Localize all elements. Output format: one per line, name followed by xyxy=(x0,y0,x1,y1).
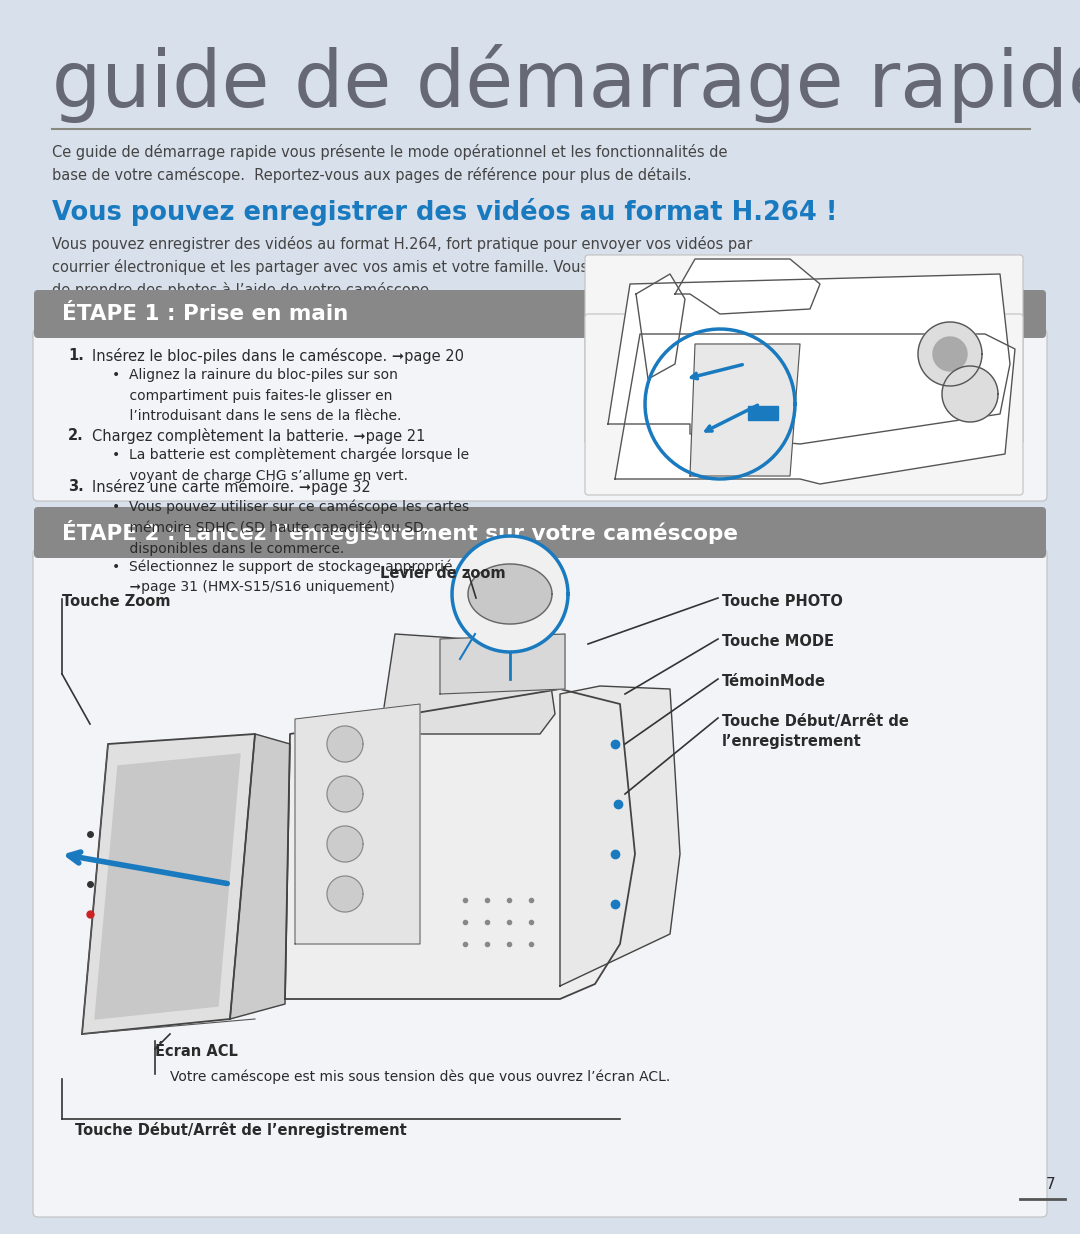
Text: Touche Zoom: Touche Zoom xyxy=(62,594,171,610)
FancyBboxPatch shape xyxy=(33,329,1047,501)
Polygon shape xyxy=(690,344,800,476)
Polygon shape xyxy=(675,259,820,313)
Text: guide de démarrage rapide: guide de démarrage rapide xyxy=(52,44,1080,123)
Text: Touche Début/Arrêt de l’enregistrement: Touche Début/Arrêt de l’enregistrement xyxy=(75,1122,407,1138)
Text: Votre caméscope est mis sous tension dès que vous ouvrez l’écran ACL.: Votre caméscope est mis sous tension dès… xyxy=(170,1069,671,1083)
Text: Insérez le bloc-piles dans le caméscope. ➞page 20: Insérez le bloc-piles dans le caméscope.… xyxy=(92,348,464,364)
Polygon shape xyxy=(95,754,240,1019)
Polygon shape xyxy=(918,322,982,386)
Text: Touche MODE: Touche MODE xyxy=(723,634,834,649)
Polygon shape xyxy=(636,274,685,379)
Text: Écran ACL: Écran ACL xyxy=(156,1044,238,1059)
Text: Vous pouvez enregistrer des vidéos au format H.264 !: Vous pouvez enregistrer des vidéos au fo… xyxy=(52,197,837,226)
Text: •  Sélectionnez le support de stockage approprié.
    ➞page 31 (HMX-S15/S16 uniq: • Sélectionnez le support de stockage ap… xyxy=(112,559,457,594)
Text: ÉTAPE 1 : Prise en main: ÉTAPE 1 : Prise en main xyxy=(62,304,348,325)
Text: Touche PHOTO: Touche PHOTO xyxy=(723,594,842,610)
Polygon shape xyxy=(327,726,363,763)
Text: TémoinMode: TémoinMode xyxy=(723,674,826,689)
Polygon shape xyxy=(561,686,680,986)
Polygon shape xyxy=(380,634,555,734)
Polygon shape xyxy=(327,876,363,912)
Text: ÉTAPE 2 : Lancez l’enregistrement sur votre caméscope: ÉTAPE 2 : Lancez l’enregistrement sur vo… xyxy=(62,521,738,544)
Text: •  La batterie est complètement chargée lorsque le
    voyant de charge CHG s’al: • La batterie est complètement chargée l… xyxy=(112,448,469,482)
Polygon shape xyxy=(615,334,1015,484)
Polygon shape xyxy=(230,734,291,1019)
FancyBboxPatch shape xyxy=(585,255,1023,444)
FancyBboxPatch shape xyxy=(585,313,1023,495)
Polygon shape xyxy=(440,634,565,694)
Text: Touche Début/Arrêt de
l’enregistrement: Touche Début/Arrêt de l’enregistrement xyxy=(723,714,909,749)
Polygon shape xyxy=(453,536,568,652)
Text: 7: 7 xyxy=(1045,1177,1055,1192)
Polygon shape xyxy=(327,826,363,863)
Polygon shape xyxy=(82,734,255,1034)
Text: Insérez une carte mémoire. ➞page 32: Insérez une carte mémoire. ➞page 32 xyxy=(92,479,370,495)
Text: 1.: 1. xyxy=(68,348,84,363)
Polygon shape xyxy=(608,274,1010,444)
Polygon shape xyxy=(933,337,967,371)
Text: 2.: 2. xyxy=(68,428,84,443)
Polygon shape xyxy=(748,406,778,420)
Text: Levier de zoom: Levier de zoom xyxy=(380,566,505,581)
FancyBboxPatch shape xyxy=(33,549,1047,1217)
Text: 3.: 3. xyxy=(68,479,84,494)
Text: Vous pouvez enregistrer des vidéos au format H.264, fort pratique pour envoyer v: Vous pouvez enregistrer des vidéos au fo… xyxy=(52,236,766,299)
FancyBboxPatch shape xyxy=(33,290,1047,338)
Text: •  Alignez la rainure du bloc-piles sur son
    compartiment puis faites-le glis: • Alignez la rainure du bloc-piles sur s… xyxy=(112,368,402,423)
Text: Chargez complètement la batterie. ➞page 21: Chargez complètement la batterie. ➞page … xyxy=(92,428,426,444)
Text: •  Vous pouvez utiliser sur ce caméscope les cartes
    mémoire SDHC (SD haute c: • Vous pouvez utiliser sur ce caméscope … xyxy=(112,499,469,555)
Polygon shape xyxy=(468,564,552,624)
Text: Ce guide de démarrage rapide vous présente le mode opérationnel et les fonctionn: Ce guide de démarrage rapide vous présen… xyxy=(52,144,728,183)
Polygon shape xyxy=(942,366,998,422)
Polygon shape xyxy=(327,776,363,812)
Polygon shape xyxy=(295,705,420,944)
Polygon shape xyxy=(285,689,635,1000)
FancyBboxPatch shape xyxy=(33,507,1047,558)
